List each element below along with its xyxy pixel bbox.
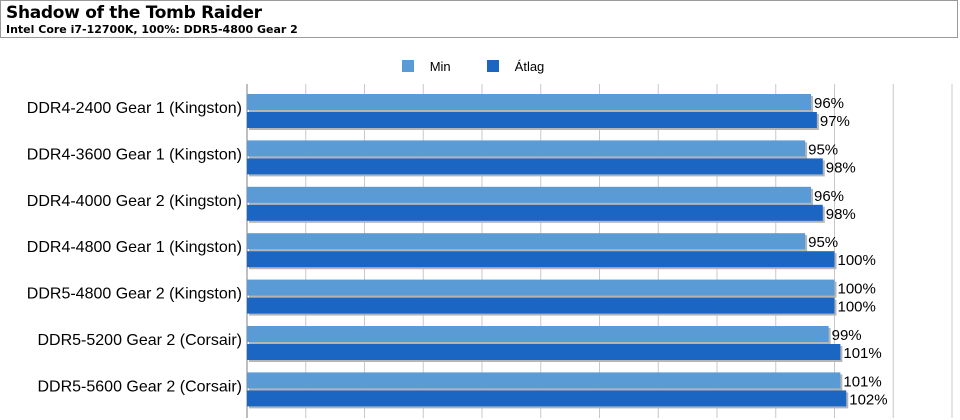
category-label: DDR5-5200 Gear 2 (Corsair) <box>37 332 242 349</box>
data-label-avg: 98% <box>826 159 856 176</box>
data-label-avg: 100% <box>838 299 876 316</box>
data-label-avg: 100% <box>838 252 876 269</box>
bar-avg <box>247 158 823 175</box>
legend-swatch-min <box>401 60 414 72</box>
data-label-avg: 97% <box>820 113 850 130</box>
legend-item-avg: Átlag <box>486 58 545 74</box>
chart-legend: Min Átlag <box>0 57 960 75</box>
chart-subtitle: Intel Core i7-12700K, 100%: DDR5-4800 Ge… <box>6 23 298 36</box>
data-label-min: 99% <box>832 327 862 344</box>
data-label-avg: 102% <box>849 391 887 408</box>
data-label-min: 101% <box>843 373 881 390</box>
category-label: DDR5-5600 Gear 2 (Corsair) <box>37 378 242 395</box>
data-label-min: 95% <box>808 234 838 251</box>
category-label: DDR4-2400 Gear 1 (Kingston) <box>27 100 242 117</box>
bar-avg <box>247 344 841 360</box>
bar-avg <box>247 112 817 128</box>
category-label: DDR4-3600 Gear 1 (Kingston) <box>27 146 242 163</box>
bar-min <box>247 140 806 157</box>
legend-label-avg: Átlag <box>514 58 545 74</box>
bar-avg <box>247 204 823 221</box>
legend-item-min: Min <box>401 58 451 74</box>
data-label-min: 100% <box>838 281 876 298</box>
category-label: DDR5-4800 Gear 2 (Kingston) <box>27 286 242 303</box>
data-label-min: 96% <box>814 188 844 205</box>
category-label: DDR4-4000 Gear 2 (Kingston) <box>27 193 242 210</box>
bar-min <box>247 372 841 389</box>
category-label: DDR4-4800 Gear 1 (Kingston) <box>27 239 242 256</box>
bar-min <box>247 94 811 110</box>
bar-avg <box>247 297 835 314</box>
bar-avg <box>247 390 847 407</box>
chart-header: Shadow of the Tomb Raider Intel Core i7-… <box>0 0 958 38</box>
legend-label-min: Min <box>429 58 451 74</box>
data-label-min: 96% <box>814 95 844 112</box>
bar-min <box>247 279 835 296</box>
bar-min <box>247 186 811 203</box>
data-label-avg: 98% <box>826 206 856 223</box>
bar-avg <box>247 251 835 268</box>
bar-min <box>247 233 806 250</box>
data-label-min: 95% <box>808 141 838 158</box>
legend-swatch-avg <box>486 60 499 72</box>
chart-title: Shadow of the Tomb Raider <box>6 3 262 23</box>
data-label-avg: 101% <box>843 345 881 362</box>
bar-min <box>247 326 829 342</box>
